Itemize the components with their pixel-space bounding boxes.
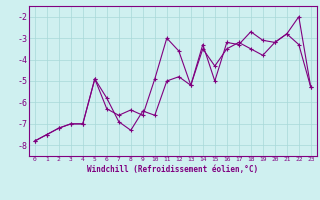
X-axis label: Windchill (Refroidissement éolien,°C): Windchill (Refroidissement éolien,°C) — [87, 165, 258, 174]
